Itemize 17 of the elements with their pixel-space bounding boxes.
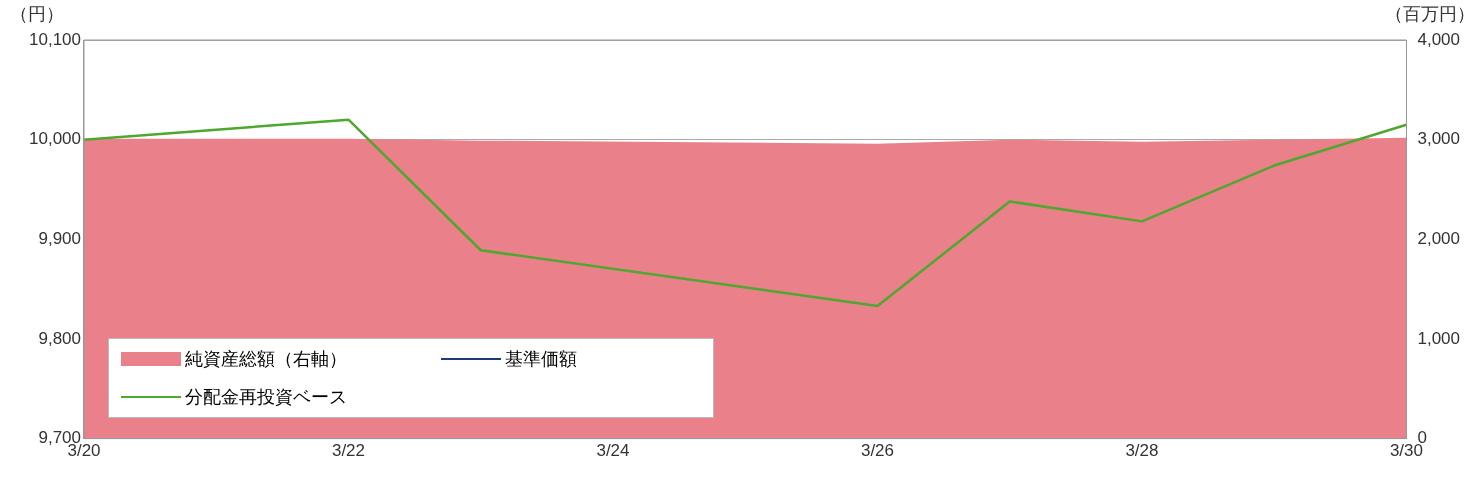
- legend-label: 基準価額: [505, 347, 577, 371]
- y-axis-title: （円）: [10, 2, 64, 24]
- y2-tick-label: 3,000: [1417, 129, 1461, 149]
- y-tick-label: 9,800: [38, 328, 81, 348]
- x-tick-label: 3/22: [331, 441, 366, 461]
- y2-axis-title: （百万円）: [1385, 2, 1475, 24]
- y-tick-label: 10,100: [29, 29, 81, 49]
- y2-tick-label: 1,000: [1417, 328, 1461, 348]
- y2-tick-label: 4,000: [1417, 29, 1461, 49]
- y2-tick-label: 2,000: [1417, 228, 1461, 248]
- y-tick-label: 10,000: [29, 129, 81, 149]
- x-tick-label: 3/28: [1125, 441, 1159, 461]
- legend-label: 分配金再投資ベース: [185, 385, 347, 409]
- x-tick-label: 3/26: [860, 441, 895, 461]
- x-tick-label: 3/24: [596, 441, 630, 461]
- legend-label: 純資産総額（右軸）: [185, 347, 347, 371]
- y-tick-label: 9,900: [38, 228, 81, 248]
